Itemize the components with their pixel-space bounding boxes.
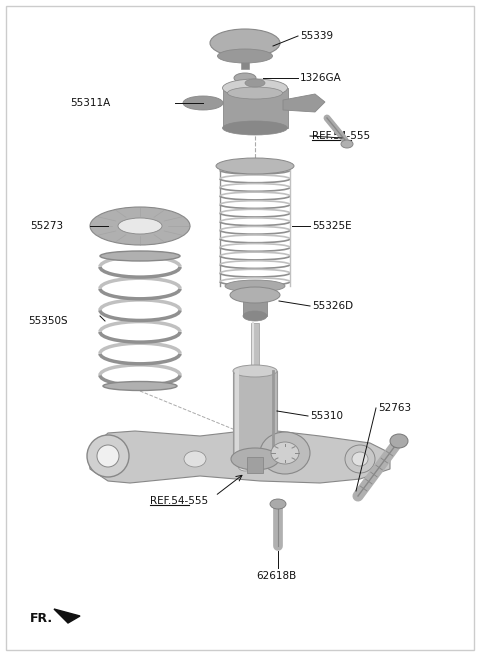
- Ellipse shape: [234, 73, 256, 83]
- Ellipse shape: [228, 87, 283, 99]
- Text: 55350S: 55350S: [28, 316, 68, 326]
- Ellipse shape: [223, 121, 288, 135]
- Polygon shape: [54, 609, 80, 623]
- Ellipse shape: [260, 432, 310, 474]
- Text: 55311A: 55311A: [70, 98, 110, 108]
- Ellipse shape: [217, 49, 273, 63]
- Bar: [251, 323, 259, 371]
- Text: 52763: 52763: [378, 403, 411, 413]
- Ellipse shape: [90, 207, 190, 245]
- Text: 62618B: 62618B: [256, 571, 296, 581]
- Bar: [223, 88, 288, 128]
- Ellipse shape: [345, 445, 375, 473]
- Text: REF.54-555: REF.54-555: [150, 496, 208, 506]
- Ellipse shape: [271, 442, 299, 464]
- Ellipse shape: [100, 251, 180, 261]
- Text: REF.54-555: REF.54-555: [312, 131, 370, 141]
- Ellipse shape: [210, 29, 280, 57]
- Ellipse shape: [184, 451, 206, 467]
- Bar: [233, 371, 277, 457]
- Ellipse shape: [390, 434, 408, 448]
- Bar: [241, 54, 249, 69]
- Ellipse shape: [223, 79, 288, 97]
- Polygon shape: [88, 429, 390, 483]
- Ellipse shape: [245, 79, 265, 87]
- Ellipse shape: [97, 445, 119, 467]
- Ellipse shape: [225, 280, 285, 292]
- Ellipse shape: [243, 311, 267, 321]
- Ellipse shape: [103, 382, 177, 390]
- Text: 55339: 55339: [300, 31, 333, 41]
- Ellipse shape: [183, 96, 223, 110]
- Bar: [243, 294, 267, 316]
- Text: 55273: 55273: [30, 221, 63, 231]
- Ellipse shape: [341, 140, 353, 148]
- Text: 1326GA: 1326GA: [300, 73, 342, 83]
- Ellipse shape: [216, 158, 294, 174]
- Ellipse shape: [270, 499, 286, 509]
- Ellipse shape: [238, 461, 252, 471]
- Bar: [247, 457, 263, 473]
- Ellipse shape: [87, 435, 129, 477]
- Polygon shape: [283, 94, 325, 112]
- Text: FR.: FR.: [30, 611, 53, 625]
- Ellipse shape: [233, 365, 277, 377]
- Ellipse shape: [230, 287, 280, 303]
- Text: 55325E: 55325E: [312, 221, 352, 231]
- Text: 55310: 55310: [310, 411, 343, 421]
- Ellipse shape: [118, 218, 162, 234]
- Ellipse shape: [352, 452, 368, 466]
- Text: 55326D: 55326D: [312, 301, 353, 311]
- Ellipse shape: [231, 448, 279, 470]
